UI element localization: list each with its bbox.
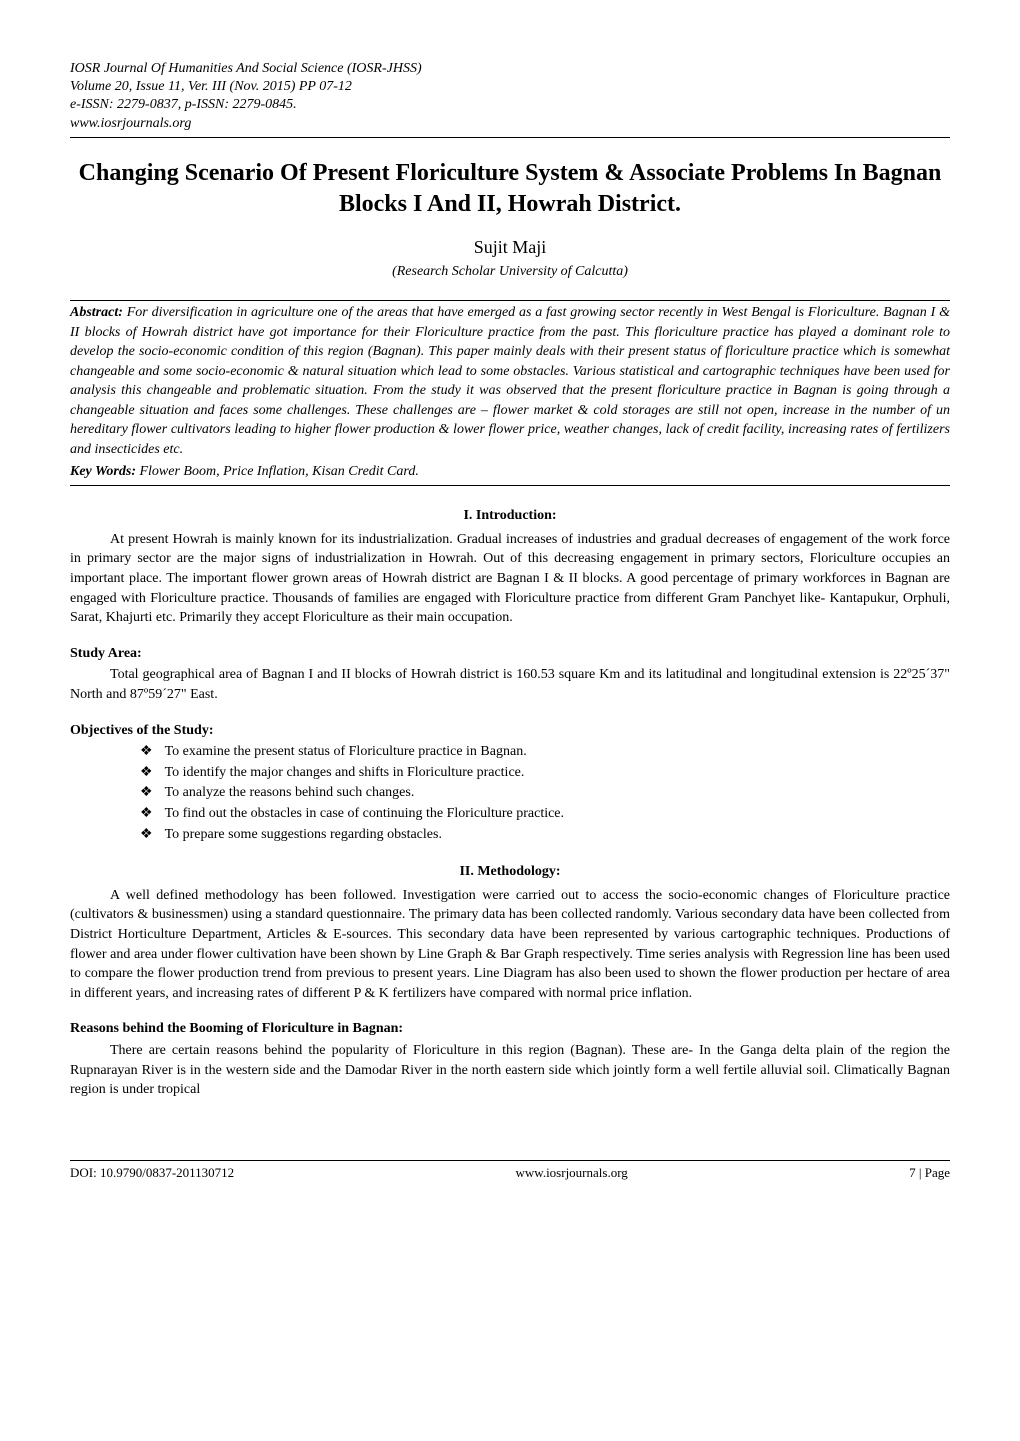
page-footer: DOI: 10.9790/0837-201130712 www.iosrjour…	[70, 1160, 950, 1182]
methodology-text: A well defined methodology has been foll…	[70, 886, 950, 1004]
objective-item: ❖ To find out the obstacles in case of c…	[140, 804, 950, 824]
objective-text: To find out the obstacles in case of con…	[165, 804, 564, 824]
objective-item: ❖ To prepare some suggestions regarding …	[140, 825, 950, 845]
section-heading-methodology: II. Methodology:	[70, 862, 950, 882]
subsection-heading-objectives: Objectives of the Study:	[70, 721, 950, 741]
header-divider	[70, 137, 950, 138]
objective-text: To prepare some suggestions regarding ob…	[165, 825, 442, 845]
footer-url: www.iosrjournals.org	[516, 1164, 628, 1182]
bullet-marker-icon: ❖	[140, 783, 153, 803]
bullet-marker-icon: ❖	[140, 742, 153, 762]
author-affiliation: (Research Scholar University of Calcutta…	[70, 262, 950, 282]
objective-text: To identify the major changes and shifts…	[165, 763, 525, 783]
abstract-bottom-divider	[70, 485, 950, 486]
subsection-heading-reasons: Reasons behind the Booming of Floricultu…	[70, 1019, 950, 1039]
paper-title: Changing Scenario Of Present Floricultur…	[70, 158, 950, 220]
journal-volume: Volume 20, Issue 11, Ver. III (Nov. 2015…	[70, 78, 950, 96]
keywords-label: Key Words:	[70, 464, 136, 479]
journal-issn: e-ISSN: 2279-0837, p-ISSN: 2279-0845.	[70, 96, 950, 114]
abstract-text: For diversification in agriculture one o…	[70, 305, 950, 457]
subsection-heading-study-area: Study Area:	[70, 644, 950, 664]
objective-text: To analyze the reasons behind such chang…	[165, 783, 415, 803]
study-area-text: Total geographical area of Bagnan I and …	[70, 665, 950, 704]
author-name: Sujit Maji	[70, 235, 950, 260]
objectives-list: ❖ To examine the present status of Flori…	[140, 742, 950, 844]
objective-text: To examine the present status of Floricu…	[165, 742, 527, 762]
footer-page-number: 7 | Page	[909, 1164, 950, 1182]
introduction-text: At present Howrah is mainly known for it…	[70, 530, 950, 628]
reasons-text: There are certain reasons behind the pop…	[70, 1041, 950, 1100]
abstract-label: Abstract:	[70, 305, 123, 320]
journal-header: IOSR Journal Of Humanities And Social Sc…	[70, 60, 950, 133]
abstract-block: Abstract: For diversification in agricul…	[70, 303, 950, 460]
bullet-marker-icon: ❖	[140, 763, 153, 783]
journal-url: www.iosrjournals.org	[70, 115, 950, 133]
bullet-marker-icon: ❖	[140, 804, 153, 824]
objective-item: ❖ To identify the major changes and shif…	[140, 763, 950, 783]
abstract-top-divider	[70, 300, 950, 301]
journal-name: IOSR Journal Of Humanities And Social Sc…	[70, 60, 950, 78]
objective-item: ❖ To analyze the reasons behind such cha…	[140, 783, 950, 803]
objective-item: ❖ To examine the present status of Flori…	[140, 742, 950, 762]
bullet-marker-icon: ❖	[140, 825, 153, 845]
section-heading-introduction: I. Introduction:	[70, 506, 950, 526]
keywords-block: Key Words: Flower Boom, Price Inflation,…	[70, 462, 950, 482]
footer-doi: DOI: 10.9790/0837-201130712	[70, 1164, 234, 1182]
keywords-text: Flower Boom, Price Inflation, Kisan Cred…	[136, 464, 419, 479]
